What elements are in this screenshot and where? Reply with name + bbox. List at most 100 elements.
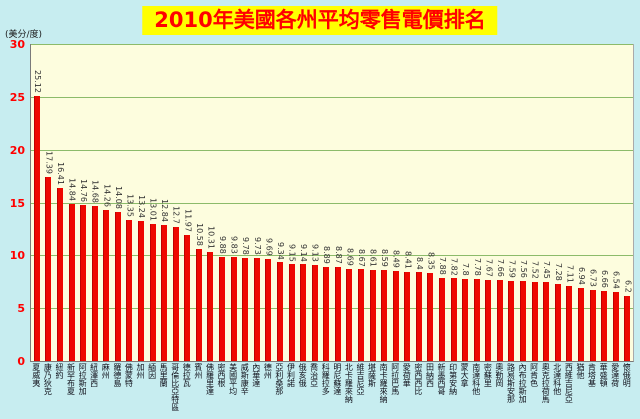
x-category-label: 康乃狄克 (43, 363, 53, 395)
bar-阿拉斯加 (80, 205, 87, 361)
bar-value-label: 7.56 (519, 260, 529, 279)
x-category-label: 羅德島 (112, 363, 122, 387)
x-label-slot: 奧克拉荷馬 (539, 363, 551, 419)
x-category-label: 懷俄明 (622, 363, 632, 387)
bar-value-label: 7.28 (553, 263, 563, 282)
bar-slot: 7.67 (483, 44, 495, 361)
bar-value-label: 25.12 (32, 69, 42, 93)
bar-slot: 14.84 (66, 44, 78, 361)
x-label-slot: 內布拉斯加 (516, 363, 528, 419)
y-tick-label: 25 (9, 90, 25, 104)
x-label-slot: 新墨西哥 (435, 363, 447, 419)
bar-德州 (265, 258, 272, 361)
bar-slot: 8.67 (355, 44, 367, 361)
bar-value-label: 7.8 (461, 262, 471, 276)
bar-value-label: 16.41 (55, 161, 65, 185)
x-category-label: 華盛頓 (599, 363, 609, 387)
x-label-slot: 西維吉尼亞 (563, 363, 575, 419)
x-label-slot: 維吉尼亞 (354, 363, 366, 419)
x-label-slot: 佛羅里達 (204, 363, 216, 419)
x-category-label: 威斯康辛 (240, 363, 250, 395)
bar-slot: 7.59 (506, 44, 518, 361)
bar-value-label: 8.41 (403, 251, 413, 270)
bar-value-label: 8.89 (322, 246, 332, 265)
bar-value-label: 12.84 (160, 199, 170, 223)
y-tick-label: 30 (9, 38, 25, 51)
bar-麻州 (103, 210, 110, 361)
bar-密蘇里 (485, 279, 492, 361)
bar-奧克拉荷馬 (543, 282, 550, 361)
x-category-label: 印第安納 (448, 363, 458, 395)
bar-肯塔基 (589, 289, 596, 361)
y-axis-unit-label: (美分/度) (5, 30, 43, 40)
x-category-label: 新墨西哥 (437, 363, 447, 395)
x-label-slot: 哥倫比亞特區 (169, 363, 181, 419)
x-category-label: 堪薩斯 (367, 363, 377, 387)
bar-喬治亞 (311, 264, 318, 361)
bar-slot: 14.76 (77, 44, 89, 361)
bar-密西西比 (415, 272, 422, 361)
x-label-slot: 阿肯色 (528, 363, 540, 419)
x-label-slot: 賓州 (192, 363, 204, 419)
bar-slot: 7.78 (471, 44, 483, 361)
x-label-slot: 佛蒙特 (123, 363, 135, 419)
bar-value-label: 13.24 (136, 195, 146, 219)
bar-阿肯色 (531, 281, 538, 361)
x-label-slot: 堪薩斯 (366, 363, 378, 419)
bar-slot: 6.66 (598, 44, 610, 361)
x-category-label: 路易斯安那 (506, 363, 516, 403)
bar-value-label: 9.88 (218, 235, 228, 254)
x-label-slot: 密蘇里 (482, 363, 494, 419)
bar-value-label: 7.11 (565, 265, 575, 283)
chart-title: 2010年美國各州平均零售電價排名 (142, 6, 498, 36)
x-category-label: 紐約 (54, 363, 64, 379)
bar-slot: 17.39 (43, 44, 55, 361)
x-category-label: 愛荷華 (402, 363, 412, 387)
bar-slot: 7.56 (517, 44, 529, 361)
x-label-slot: 紐澤西 (88, 363, 100, 419)
x-category-label: 田納西 (425, 363, 435, 387)
x-category-label: 奧克拉荷馬 (541, 363, 551, 403)
x-label-slot: 德州 (262, 363, 274, 419)
gridline (31, 202, 633, 204)
bar-value-label: 14.76 (79, 179, 89, 203)
bar-slot: 8.59 (378, 44, 390, 361)
bar-slot: 7.82 (448, 44, 460, 361)
bar-value-label: 7.67 (484, 259, 494, 277)
bar-value-label: 11.97 (183, 208, 193, 232)
bar-slot: 13.24 (135, 44, 147, 361)
bar-奧勒岡 (496, 280, 503, 361)
bar-slot: 9.69 (263, 44, 275, 361)
x-label-slot: 喬治亞 (308, 363, 320, 419)
bar-value-label: 9.73 (252, 237, 262, 256)
x-label-slot: 馬里蘭 (157, 363, 169, 419)
bar-俄亥俄 (300, 264, 307, 361)
x-label-slot: 亞利桑那 (273, 363, 285, 419)
x-category-label: 佛羅里達 (205, 363, 215, 395)
x-label-slot: 南卡羅來納 (377, 363, 389, 419)
bar-value-label: 7.52 (530, 260, 540, 279)
bar-內華達 (253, 258, 260, 361)
bar-密西根 (219, 256, 226, 361)
x-category-label: 愛達荷 (610, 363, 620, 387)
x-label-slot: 田納西 (424, 363, 436, 419)
bar-slot: 9.13 (309, 44, 321, 361)
x-category-label: 南達科他 (471, 363, 481, 395)
bar-value-label: 9.14 (299, 243, 309, 262)
bar-value-label: 17.39 (44, 151, 54, 175)
bar-緬因 (149, 223, 156, 361)
x-category-label: 維吉尼亞 (355, 363, 365, 395)
bar-伊利諾 (288, 264, 295, 361)
bar-賓州 (195, 249, 202, 361)
bar-value-label: 6.54 (611, 271, 621, 289)
bar-南達科他 (473, 278, 480, 361)
y-tick-label: 20 (9, 143, 25, 157)
bar-加州 (137, 221, 144, 361)
bar-value-label: 8.35 (426, 251, 436, 270)
bar-slot: 16.41 (54, 44, 66, 361)
x-label-slot: 康乃狄克 (42, 363, 54, 419)
x-category-label: 緬因 (147, 363, 157, 379)
bar-slot: 12.84 (158, 44, 170, 361)
bar-內布拉斯加 (520, 281, 527, 361)
